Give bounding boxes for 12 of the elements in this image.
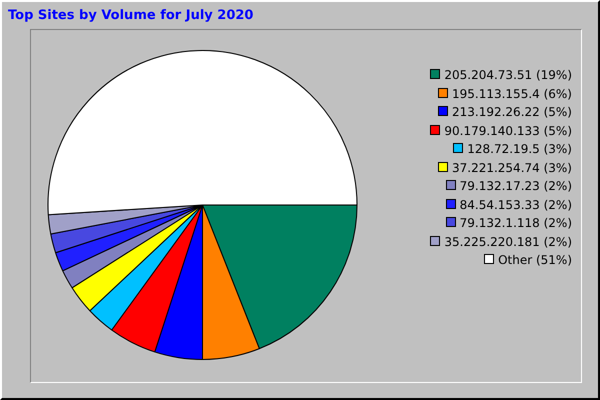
legend-label: 79.132.17.23 (2%) (460, 179, 572, 193)
legend-label: 205.204.73.51 (19%) (444, 68, 572, 82)
legend-label: 35.225.220.181 (2%) (444, 234, 572, 248)
legend-label: 37.221.254.74 (3%) (452, 160, 572, 174)
legend-label: 84.54.153.33 (2%) (460, 198, 572, 212)
legend-label: 79.132.1.118 (2%) (460, 216, 572, 230)
legend-label: 90.179.140.133 (5%) (444, 124, 572, 138)
legend-label: 195.113.155.4 (6%) (452, 86, 572, 100)
legend-label: 213.192.26.22 (5%) (452, 105, 572, 119)
chart-title: Top Sites by Volume for July 2020 (8, 8, 254, 23)
legend-label: Other (51%) (498, 253, 572, 267)
legend-label: 128.72.19.5 (3%) (467, 142, 572, 156)
